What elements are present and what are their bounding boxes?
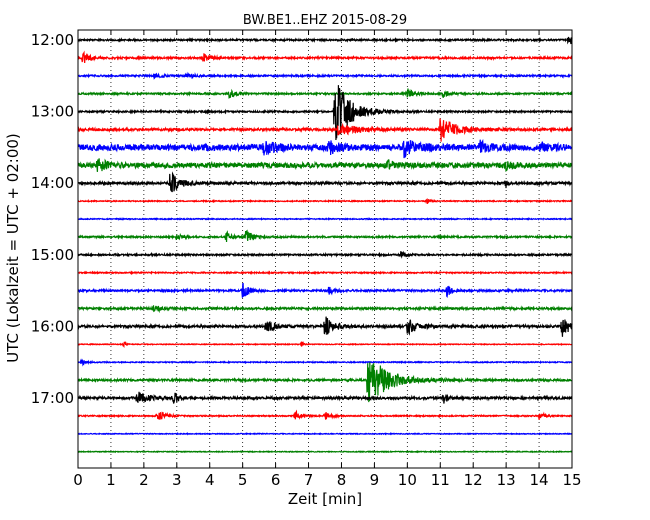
trace-16:00: [77, 316, 573, 337]
trace-14:45: [77, 229, 573, 242]
x-tick-label: 8: [337, 471, 347, 489]
trace-15:30: [77, 283, 573, 299]
x-axis-ticks: 0 1 2 3 4 5 6 7 8 9 10 11 12 13 14 15: [73, 30, 582, 489]
trace-12:15: [77, 50, 573, 63]
x-tick-label: 14: [530, 471, 549, 489]
x-tick-label: 9: [370, 471, 380, 489]
vertical-gridlines: [110, 30, 540, 468]
y-tick-label: 14:00: [31, 174, 74, 192]
trace-17:45: [77, 449, 573, 454]
trace-14:00: [77, 171, 573, 193]
trace-15:15: [77, 270, 573, 276]
x-tick-label: 13: [497, 471, 516, 489]
trace-16:15: [77, 341, 573, 348]
x-tick-label: 5: [238, 471, 248, 489]
trace-15:45: [77, 305, 573, 314]
chart-title: BW.BE1..EHZ 2015-08-29: [243, 13, 407, 28]
y-axis-label: UTC (Lokalzeit = UTC + 02:00): [4, 133, 22, 363]
x-tick-label: 12: [464, 471, 483, 489]
trace-17:30: [77, 432, 573, 436]
trace-16:30: [77, 358, 573, 367]
y-tick-label: 13:00: [31, 103, 74, 121]
trace-12:00: [77, 36, 573, 45]
trace-17:15: [77, 409, 573, 421]
trace-15:00: [77, 250, 573, 259]
x-tick-label: 0: [73, 471, 83, 489]
y-tick-label: 12:00: [31, 31, 74, 49]
y-axis-ticks: 12:00 13:00 14:00 15:00 16:00 17:00: [31, 31, 572, 407]
x-tick-label: 11: [431, 471, 450, 489]
trace-13:30: [77, 138, 573, 159]
trace-16:45: [77, 362, 573, 403]
y-tick-label: 15:00: [31, 246, 74, 264]
x-tick-label: 3: [172, 471, 182, 489]
x-tick-label: 2: [139, 471, 149, 489]
x-tick-label: 10: [398, 471, 417, 489]
plot-frame: [77, 29, 573, 469]
trace-14:15: [77, 198, 573, 204]
y-tick-label: 17:00: [31, 389, 74, 407]
trace-13:00: [77, 85, 573, 141]
trace-17:00: [77, 391, 573, 404]
y-tick-label: 16:00: [31, 317, 74, 335]
x-tick-label: 4: [205, 471, 215, 489]
trace-13:15: [77, 118, 573, 142]
x-tick-label: 15: [562, 471, 581, 489]
x-tick-label: 1: [106, 471, 116, 489]
x-axis-label: Zeit [min]: [288, 490, 362, 508]
x-tick-label: 7: [304, 471, 314, 489]
x-tick-label: 6: [271, 471, 281, 489]
trace-12:45: [77, 88, 573, 100]
seismic-traces: [77, 36, 573, 454]
trace-12:30: [77, 71, 573, 80]
trace-13:45: [77, 158, 573, 172]
trace-14:30: [77, 216, 573, 222]
